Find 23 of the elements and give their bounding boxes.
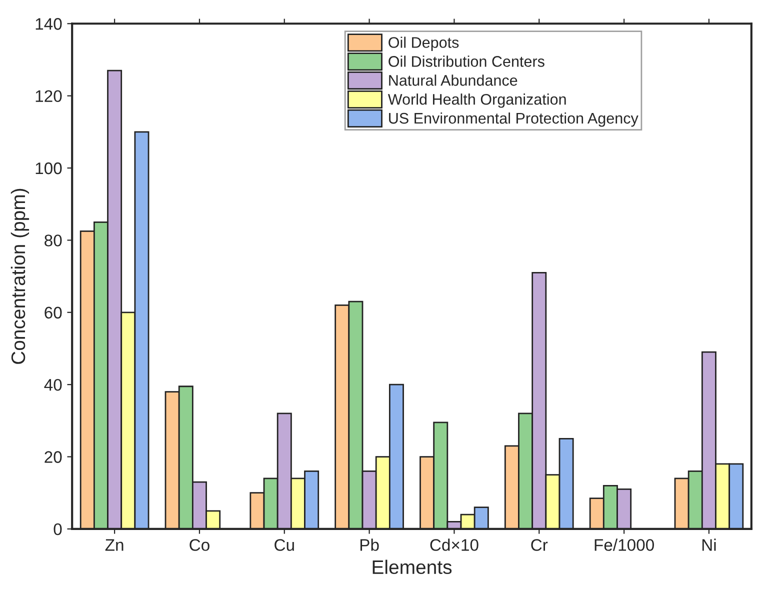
y-axis-title: Concentration (ppm) — [10, 188, 30, 364]
legend-label: Oil Depots — [388, 36, 459, 51]
y-tick-label: 20 — [44, 451, 62, 463]
x-tick-label: Pb — [360, 538, 379, 551]
x-tick-label: Co — [190, 539, 210, 551]
x-tick-label: Cr — [531, 539, 548, 551]
legend-label: Oil Distribution Centers — [388, 56, 544, 67]
y-tick-label: 140 — [36, 18, 62, 30]
y-tick-label: 80 — [44, 234, 62, 246]
y-tick-label: 40 — [44, 378, 62, 391]
x-tick-label: Cd×10 — [430, 538, 478, 551]
x-tick-label: Zn — [105, 539, 124, 551]
y-tick-label: 120 — [36, 90, 62, 102]
x-axis-title: Elements — [372, 560, 452, 574]
x-tick-label: Fe/1000 — [594, 538, 654, 551]
legend-label: US Environmental Protection Agency — [389, 112, 638, 127]
y-tick-label: 100 — [36, 162, 62, 174]
y-tick-label: 0 — [54, 523, 62, 536]
legend-label: Natural Abundance — [389, 74, 518, 86]
legend-label: World Health Organization — [388, 94, 566, 108]
x-tick-label: Cu — [274, 539, 294, 551]
x-tick-label: Ni — [702, 538, 716, 551]
y-tick-label: 60 — [44, 306, 62, 319]
